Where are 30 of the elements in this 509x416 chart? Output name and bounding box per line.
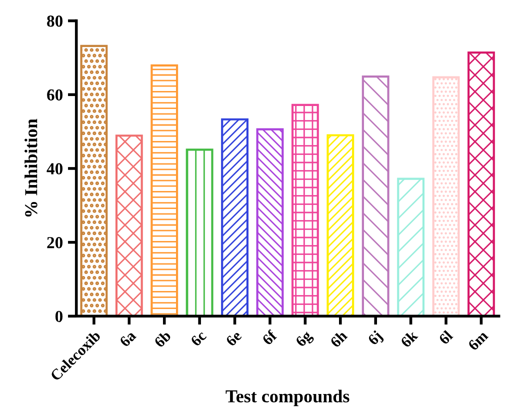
bar — [115, 134, 143, 316]
x-tick-label: 6m — [468, 330, 489, 351]
bar — [186, 148, 214, 316]
x-tick-label: 6k — [400, 329, 418, 348]
x-tick-label: 6f — [261, 329, 278, 346]
x-tick-label: 6a — [119, 330, 137, 348]
bar — [80, 44, 108, 316]
y-tick-label: 20 — [47, 237, 63, 248]
x-tick-label: 6c — [190, 330, 207, 347]
bar — [432, 76, 460, 316]
y-tick-label: 0 — [55, 310, 63, 322]
x-tick-label: 6h — [329, 330, 348, 348]
y-tick-label: 60 — [47, 89, 63, 101]
y-tick-label: 40 — [46, 163, 63, 174]
bar — [397, 178, 425, 316]
x-tick-label: 6g — [295, 330, 315, 350]
y-axis-title: % Inhibition — [24, 118, 38, 217]
x-tick-label: 6e — [225, 330, 242, 347]
x-tick-label: 6b — [153, 330, 172, 348]
bar — [362, 76, 390, 316]
bar — [256, 128, 284, 316]
y-tick-label: 80 — [47, 16, 63, 27]
bar — [468, 52, 495, 316]
x-axis-title: Test compounds — [226, 390, 350, 406]
bar — [150, 64, 178, 316]
x-tick-label: 6l — [438, 330, 454, 345]
bar — [221, 118, 248, 316]
x-tick-label: 6j — [366, 330, 385, 348]
bar — [291, 104, 319, 316]
bar — [326, 134, 354, 316]
